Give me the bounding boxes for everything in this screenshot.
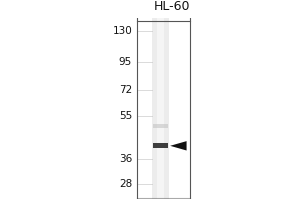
Text: HL-60: HL-60	[154, 0, 190, 13]
Bar	[157, 18, 164, 199]
Text: 130: 130	[112, 26, 132, 36]
Text: 95: 95	[119, 57, 132, 67]
Text: 55: 55	[119, 111, 132, 121]
Bar	[153, 124, 168, 128]
Bar	[152, 18, 169, 199]
Text: 36: 36	[119, 154, 132, 164]
Bar	[153, 143, 168, 148]
Polygon shape	[170, 141, 187, 151]
Text: 72: 72	[119, 85, 132, 95]
Text: 28: 28	[119, 179, 132, 189]
